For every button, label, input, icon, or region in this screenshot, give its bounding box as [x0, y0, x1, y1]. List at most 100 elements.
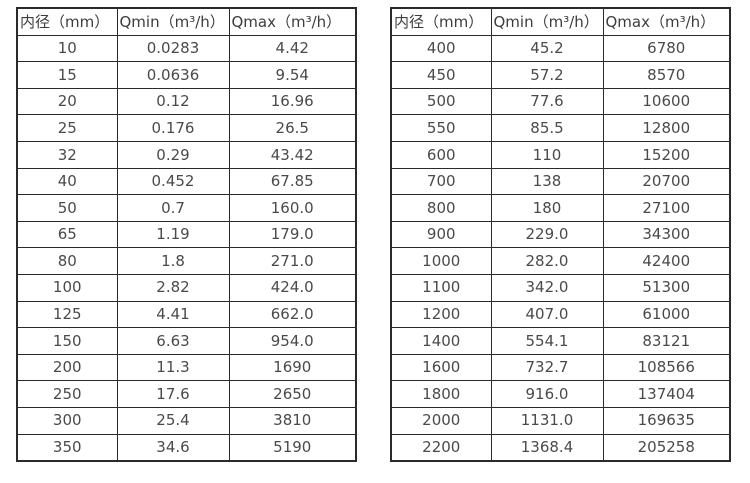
column-header-diameter: 内径（mm） [16, 7, 118, 36]
table-cell: 350 [16, 433, 118, 462]
table-cell: 26.5 [228, 114, 357, 142]
table-row: 80 1.8 271.0 [16, 247, 357, 275]
table-cell: 200 [16, 353, 118, 382]
table-cell: 34.6 [116, 433, 230, 462]
table-cell: 80 [16, 247, 118, 275]
table-cell: 1200 [390, 300, 492, 329]
table-cell: 6780 [602, 34, 731, 63]
table-cell: 0.7 [116, 194, 230, 222]
table-cell: 27100 [602, 194, 731, 222]
table-cell: 169635 [602, 406, 731, 435]
table-cell: 250 [16, 380, 118, 408]
table-row: 500 77.6 10600 [390, 87, 731, 116]
table-cell: 2000 [390, 406, 492, 435]
flow-table-small-diameters: 内径（mm） Qmin（m³/h） Qmax（m³/h） 10 0.0283 4.4… [16, 7, 357, 463]
table-cell: 108566 [602, 353, 731, 382]
table-cell: 400 [390, 34, 492, 63]
table-row: 1800 916.0 137404 [390, 380, 731, 408]
table-cell: 662.0 [228, 300, 357, 329]
table-cell: 1131.0 [490, 406, 604, 435]
table-row: 15 0.0636 9.54 [16, 61, 357, 89]
table-cell: 271.0 [228, 247, 357, 275]
table-cell: 8570 [602, 61, 731, 89]
table-cell: 32 [16, 140, 118, 169]
table-cell: 180 [490, 194, 604, 222]
table-row: 300 25.4 3810 [16, 406, 357, 435]
table-cell: 40 [16, 167, 118, 196]
table-cell: 1600 [390, 353, 492, 382]
table-cell: 1690 [228, 353, 357, 382]
table-cell: 300 [16, 406, 118, 435]
table-row: 600 110 15200 [390, 140, 731, 169]
table-row: 350 34.6 5190 [16, 433, 357, 462]
table-cell: 137404 [602, 380, 731, 408]
table-cell: 450 [390, 61, 492, 89]
table-body: 400 45.2 6780 450 57.2 8570 500 77.6 10600 550 85.… [390, 34, 731, 462]
table-cell: 550 [390, 114, 492, 142]
table-row: 32 0.29 43.42 [16, 140, 357, 169]
table-row: 700 138 20700 [390, 167, 731, 196]
table-cell: 424.0 [228, 273, 357, 302]
table-cell: 110 [490, 140, 604, 169]
table-cell: 0.0636 [116, 61, 230, 89]
table-cell: 15200 [602, 140, 731, 169]
table-cell: 160.0 [228, 194, 357, 222]
table-cell: 4.42 [228, 34, 357, 63]
table-cell: 125 [16, 300, 118, 329]
table-cell: 77.6 [490, 87, 604, 116]
column-header-diameter: 内径（mm） [390, 7, 492, 36]
table-cell: 0.12 [116, 87, 230, 116]
table-row: 400 45.2 6780 [390, 34, 731, 63]
table-cell: 15 [16, 61, 118, 89]
table-cell: 500 [390, 87, 492, 116]
table-cell: 2650 [228, 380, 357, 408]
table-row: 125 4.41 662.0 [16, 300, 357, 329]
table-cell: 50 [16, 194, 118, 222]
table-cell: 5190 [228, 433, 357, 462]
table-row: 40 0.452 67.85 [16, 167, 357, 196]
table-cell: 916.0 [490, 380, 604, 408]
table-cell: 67.85 [228, 167, 357, 196]
table-cell: 150 [16, 327, 118, 355]
table-row: 1000 282.0 42400 [390, 247, 731, 275]
table-cell: 205258 [602, 433, 731, 462]
table-cell: 179.0 [228, 220, 357, 249]
table-body: 10 0.0283 4.42 15 0.0636 9.54 20 0.12 16.96 25 0.1… [16, 34, 357, 462]
table-cell: 3810 [228, 406, 357, 435]
table-row: 2000 1131.0 169635 [390, 406, 731, 435]
table-cell: 0.452 [116, 167, 230, 196]
column-header-qmin: Qmin（m³/h） [116, 7, 230, 36]
table-row: 150 6.63 954.0 [16, 327, 357, 355]
table-cell: 100 [16, 273, 118, 302]
flow-rate-spec-tables: 内径（mm） Qmin（m³/h） Qmax（m³/h） 10 0.0283 4.4… [16, 7, 731, 463]
table-header-row: 内径（mm） Qmin（m³/h） Qmax（m³/h） [390, 7, 731, 36]
table-cell: 954.0 [228, 327, 357, 355]
table-cell: 2.82 [116, 273, 230, 302]
table-row: 1600 732.7 108566 [390, 353, 731, 382]
table-row: 100 2.82 424.0 [16, 273, 357, 302]
table-row: 2200 1368.4 205258 [390, 433, 731, 462]
column-header-qmin: Qmin（m³/h） [490, 7, 604, 36]
table-cell: 1100 [390, 273, 492, 302]
table-cell: 138 [490, 167, 604, 196]
table-cell: 20700 [602, 167, 731, 196]
table-row: 800 180 27100 [390, 194, 731, 222]
table-cell: 600 [390, 140, 492, 169]
table-cell: 800 [390, 194, 492, 222]
table-cell: 282.0 [490, 247, 604, 275]
table-cell: 407.0 [490, 300, 604, 329]
table-row: 250 17.6 2650 [16, 380, 357, 408]
table-cell: 61000 [602, 300, 731, 329]
table-cell: 45.2 [490, 34, 604, 63]
table-cell: 57.2 [490, 61, 604, 89]
table-cell: 1000 [390, 247, 492, 275]
table-cell: 85.5 [490, 114, 604, 142]
table-cell: 0.176 [116, 114, 230, 142]
table-cell: 732.7 [490, 353, 604, 382]
table-cell: 12800 [602, 114, 731, 142]
table-row: 1200 407.0 61000 [390, 300, 731, 329]
table-cell: 554.1 [490, 327, 604, 355]
table-cell: 10 [16, 34, 118, 63]
table-cell: 16.96 [228, 87, 357, 116]
table-cell: 25 [16, 114, 118, 142]
